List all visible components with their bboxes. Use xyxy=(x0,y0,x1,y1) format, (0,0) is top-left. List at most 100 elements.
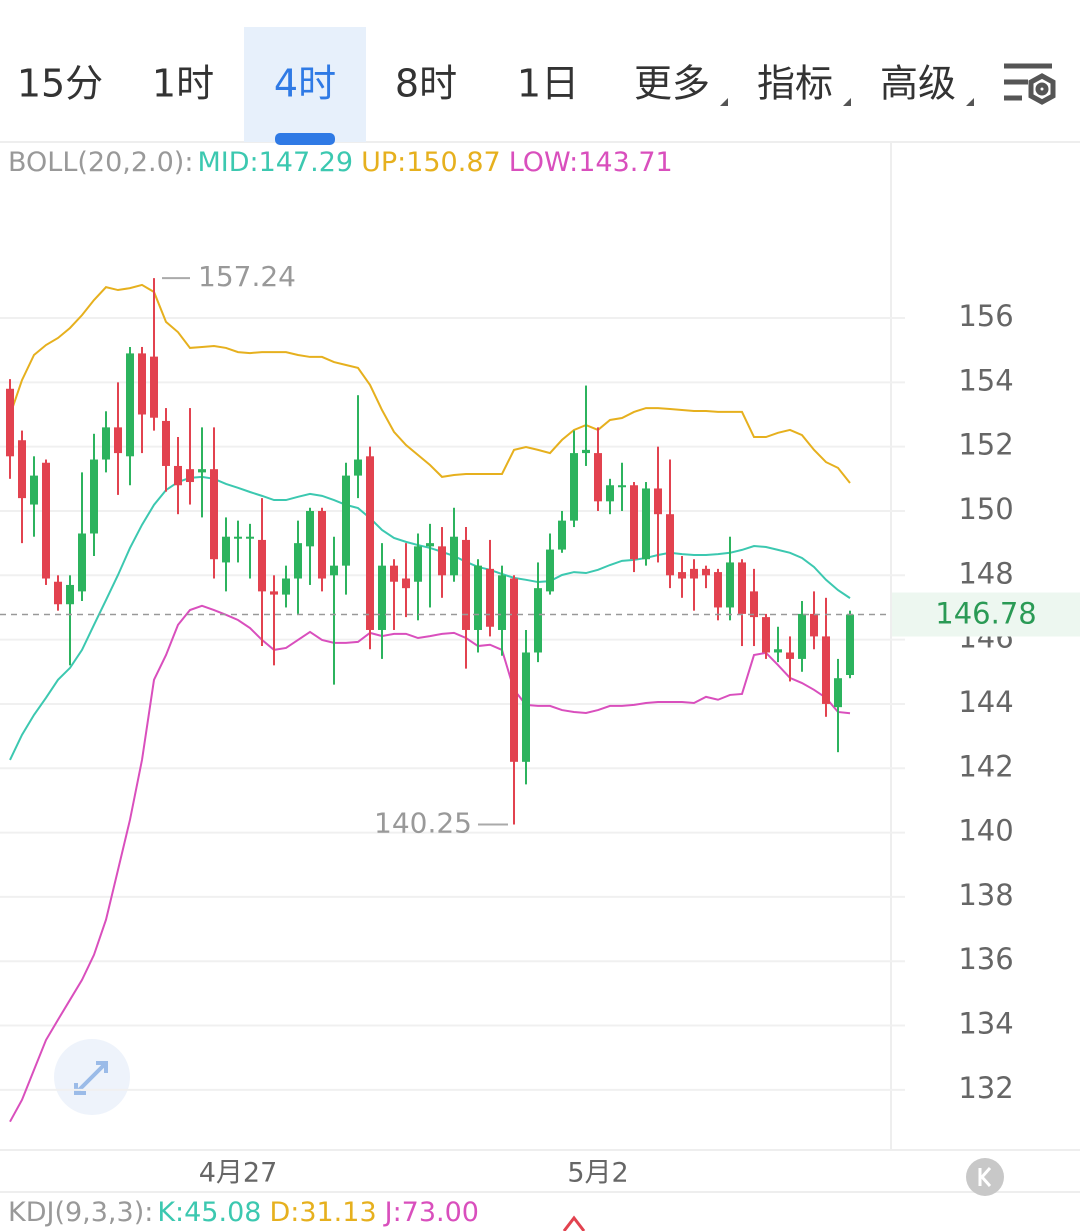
candle-body xyxy=(426,543,434,547)
last-price-label: 146.78 xyxy=(935,597,1036,631)
candle-body xyxy=(786,652,794,659)
candle-body xyxy=(150,356,158,418)
candle-body xyxy=(690,568,698,579)
candle-body xyxy=(714,572,722,608)
candle-body xyxy=(174,465,182,486)
candle-body xyxy=(102,427,110,460)
tab-label[interactable]: 8时 xyxy=(395,62,457,106)
candle-body xyxy=(66,584,74,605)
candle-body xyxy=(6,388,14,457)
candle-body xyxy=(834,678,842,708)
y-tick-label: 132 xyxy=(958,1071,1013,1105)
y-tick-label: 148 xyxy=(958,556,1013,590)
candle-body xyxy=(138,353,146,415)
scroll-latest-button[interactable] xyxy=(966,1158,1004,1196)
settings-icon[interactable] xyxy=(1004,63,1056,105)
x-tick-label: 5月2 xyxy=(567,1158,628,1189)
candle-body xyxy=(774,649,782,653)
candle-body xyxy=(378,565,386,630)
candle-body xyxy=(342,475,350,566)
candle-body xyxy=(666,514,674,576)
candle-body xyxy=(582,449,590,454)
candle-body xyxy=(222,536,230,563)
y-tick-label: 134 xyxy=(958,1007,1013,1041)
legend-item: MID:147.29 xyxy=(197,147,353,178)
candle-body xyxy=(654,488,662,515)
expand-button[interactable] xyxy=(54,1039,130,1115)
candle-body xyxy=(294,543,302,579)
active-tab-indicator xyxy=(275,133,335,145)
candle-body xyxy=(78,533,86,592)
candle-body xyxy=(450,536,458,576)
candle-body xyxy=(810,613,818,637)
candle-body xyxy=(210,469,218,560)
candle-body xyxy=(114,427,122,454)
candle-body xyxy=(606,485,614,502)
y-tick-label: 144 xyxy=(958,685,1013,719)
legend-item: K:45.08 xyxy=(157,1197,261,1228)
candle-body xyxy=(558,520,566,550)
candle-body xyxy=(258,539,266,592)
candle-body xyxy=(570,453,578,521)
tab-label[interactable]: 1日 xyxy=(517,62,579,106)
candle-body xyxy=(846,614,854,675)
candle-body xyxy=(90,459,98,534)
candle-body xyxy=(510,578,518,762)
kdj-legend: KDJ(9,3,3): K:45.08 D:31.13 J:73.00 xyxy=(8,1197,479,1228)
legend-item: UP:150.87 xyxy=(361,147,501,178)
tab-label[interactable]: 更多 xyxy=(634,62,710,106)
y-tick-label: 154 xyxy=(958,363,1013,397)
candle-body xyxy=(282,578,290,595)
candle-body xyxy=(390,565,398,582)
x-tick-label: 4月27 xyxy=(199,1158,278,1189)
candle-body xyxy=(330,565,338,576)
y-tick-label: 156 xyxy=(958,299,1013,333)
candle-body xyxy=(738,562,746,614)
candle-body xyxy=(534,588,542,653)
candle-body xyxy=(186,469,194,483)
candle-body xyxy=(462,539,470,630)
tab-label[interactable]: 高级 xyxy=(880,62,956,106)
boll-line xyxy=(9,604,851,1123)
tab-label[interactable]: 指标 xyxy=(757,62,833,106)
legend-item: D:31.13 xyxy=(269,1197,376,1228)
candle-body xyxy=(678,572,686,579)
dropdown-caret xyxy=(720,98,728,106)
candle-body xyxy=(702,568,710,576)
candle-body xyxy=(522,652,530,762)
candle-body xyxy=(402,578,410,589)
candle-body xyxy=(438,546,446,576)
high-label: 157.24 xyxy=(198,260,296,293)
candle-body xyxy=(414,546,422,582)
legend-label: KDJ(9,3,3): xyxy=(8,1197,153,1228)
candle-body xyxy=(366,456,374,630)
candle-body xyxy=(30,475,38,505)
candle-body xyxy=(750,591,758,618)
candle-body xyxy=(630,485,638,560)
low-label: 140.25 xyxy=(374,807,472,840)
legend-label: BOLL(20,2.0): xyxy=(8,147,193,178)
candle-body xyxy=(246,536,254,539)
boll-line xyxy=(9,475,851,761)
candle-body xyxy=(486,568,494,627)
candle-body xyxy=(498,575,506,630)
last-price-box xyxy=(892,592,1080,637)
candle-body xyxy=(546,549,554,592)
candle-body xyxy=(642,488,650,560)
y-tick-label: 142 xyxy=(958,749,1013,783)
dropdown-caret xyxy=(843,98,851,106)
candle-body xyxy=(198,469,206,473)
tab-label[interactable]: 1时 xyxy=(152,62,214,106)
tab-label[interactable]: 15分 xyxy=(17,62,103,106)
active-tab-bg xyxy=(244,27,366,142)
candle-body xyxy=(54,581,62,605)
candle-body xyxy=(354,459,362,476)
tab-label[interactable]: 4时 xyxy=(274,62,336,106)
dropdown-caret xyxy=(966,98,974,106)
candle-body xyxy=(798,613,806,659)
legend-item: LOW:143.71 xyxy=(509,147,673,178)
candle-body xyxy=(126,353,134,457)
legend-item: J:73.00 xyxy=(383,1197,479,1228)
